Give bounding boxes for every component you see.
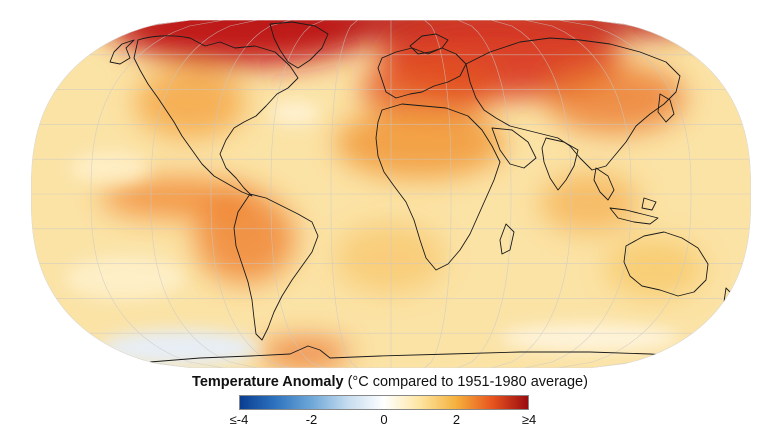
graticule-meridian: [330, 20, 358, 368]
hotspot-antarctic-peninsula: [260, 339, 350, 367]
coastlines: [109, 21, 735, 363]
colorbar-tick-label: 0: [380, 412, 388, 427]
colorbar-tick-label: ≤-4: [229, 412, 249, 427]
coolspot-southern-ocean-west: [100, 330, 260, 366]
coastline-scandinavia: [409, 33, 449, 55]
hotspot-australia: [605, 238, 705, 298]
graticule-meridian: [524, 20, 632, 368]
coastline-arabia: [491, 127, 537, 169]
hotspot-southeast-asia: [540, 173, 640, 233]
coastline-africa: [375, 103, 501, 271]
hotspot-central-north-america: [135, 68, 245, 138]
legend: Temperature Anomaly (°C compared to 1951…: [0, 374, 780, 437]
graticule-meridian: [270, 20, 325, 368]
coastline-asia: [465, 37, 681, 171]
coastline-indonesia: [609, 197, 659, 225]
colorbar-tick-label: -2: [305, 412, 318, 427]
coastline-antarctica: [149, 345, 711, 363]
hotspot-south-atlantic: [335, 223, 445, 293]
colorbar-tick-label: 2: [452, 412, 461, 427]
coastline-greenland: [269, 21, 329, 69]
coastline-southeast-asia: [593, 167, 615, 201]
graticule: [31, 20, 751, 368]
graticule-meridian: [150, 20, 258, 368]
legend-title: Temperature Anomaly (°C compared to 1951…: [0, 374, 780, 390]
coolspot-southern-ocean-east: [500, 324, 680, 352]
map-svg: [31, 20, 751, 368]
colorbar: [239, 395, 529, 410]
world-temperature-anomaly-map: [30, 18, 752, 370]
coolspot-south-pacific: [65, 256, 185, 300]
coolspot-equatorial-pacific: [70, 152, 150, 184]
graticule-meridian: [210, 20, 292, 368]
legend-title-rest: (°C compared to 1951-1980 average): [343, 374, 588, 390]
graticule-meridian: [490, 20, 572, 368]
hotspot-south-america-amazon: [195, 193, 295, 283]
legend-title-bold: Temperature Anomaly: [192, 374, 344, 390]
graticule-meridian: [424, 20, 452, 368]
graticule-meridian: [457, 20, 512, 368]
coastline-madagascar: [499, 223, 515, 255]
coastline-alaska: [109, 39, 135, 65]
coastline-europe: [377, 47, 467, 99]
graticule-meridian: [557, 20, 692, 368]
colorbar-tick-label: ≥4: [521, 412, 537, 427]
coastline-india: [541, 137, 579, 191]
coastline-australia: [623, 231, 709, 297]
coastline-north-america: [133, 35, 299, 197]
coolspot-north-atlantic-south-of-greenland: [270, 101, 320, 125]
coastline-south-america: [233, 193, 319, 341]
hotspot-north-africa-middle-east: [335, 108, 505, 178]
hotspot-east-asia: [545, 63, 685, 133]
coastline-japan: [657, 93, 675, 123]
graticule-meridian: [90, 20, 225, 368]
